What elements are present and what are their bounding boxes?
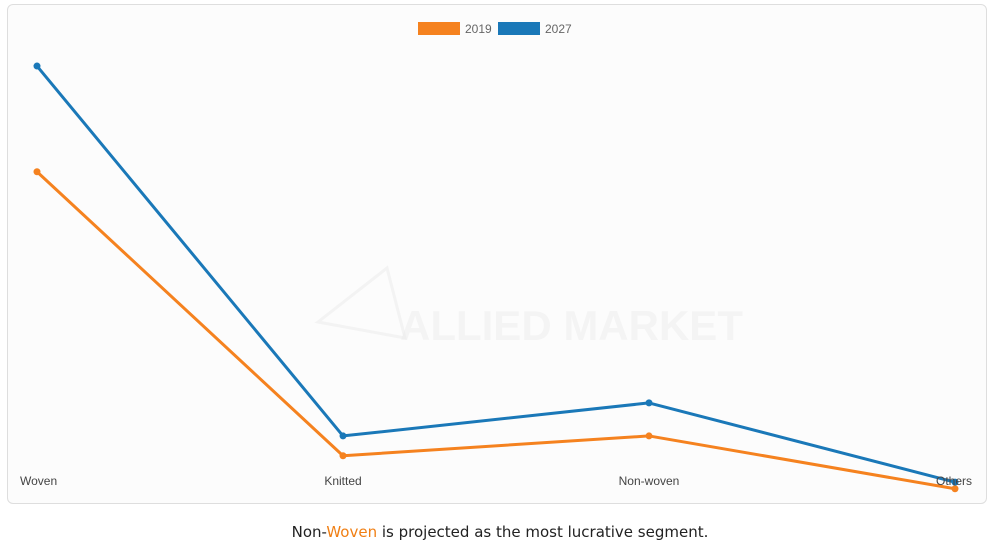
x-tick-label-non-woven: Non-woven (619, 474, 680, 488)
caption-prefix: Non- (291, 523, 327, 541)
x-axis: Woven Knitted Non-woven Others (20, 474, 972, 488)
legend: 2019 2027 (418, 22, 572, 36)
series-layer (33, 62, 959, 493)
caption-suffix: is projected as the most lucrative segme… (377, 523, 709, 541)
line-chart: ALLIED MARKET 2019 2027 Woven Knitted Non-w… (20, 22, 972, 493)
legend-label-2027: 2027 (545, 22, 572, 36)
data-point-2027-woven[interactable] (33, 62, 41, 70)
data-point-2019-non-woven[interactable] (645, 432, 653, 440)
series-line-2027 (35, 65, 956, 484)
series-line-2019 (35, 170, 956, 491)
legend-swatch-2019 (418, 22, 460, 35)
data-point-2019-woven[interactable] (33, 168, 41, 176)
data-point-2027-knitted[interactable] (339, 432, 347, 440)
caption-highlight: Woven (326, 523, 378, 541)
data-point-2019-others[interactable] (951, 485, 959, 493)
legend-item-2027[interactable]: 2027 (498, 22, 572, 36)
x-tick-label-woven: Woven (20, 474, 57, 488)
legend-swatch-2027 (498, 22, 540, 35)
x-tick-label-knitted: Knitted (324, 474, 361, 488)
watermark: ALLIED MARKET (314, 265, 743, 349)
data-point-2027-others[interactable] (951, 478, 959, 486)
x-tick-label-others: Others (936, 474, 972, 488)
data-point-2019-knitted[interactable] (339, 452, 347, 460)
legend-item-2019[interactable]: 2019 (418, 22, 492, 36)
watermark-text: ALLIED MARKET (400, 302, 743, 349)
chart-caption: Non-Woven is projected as the most lucra… (0, 521, 1000, 543)
legend-label-2019: 2019 (465, 22, 492, 36)
data-point-2027-non-woven[interactable] (645, 399, 653, 407)
